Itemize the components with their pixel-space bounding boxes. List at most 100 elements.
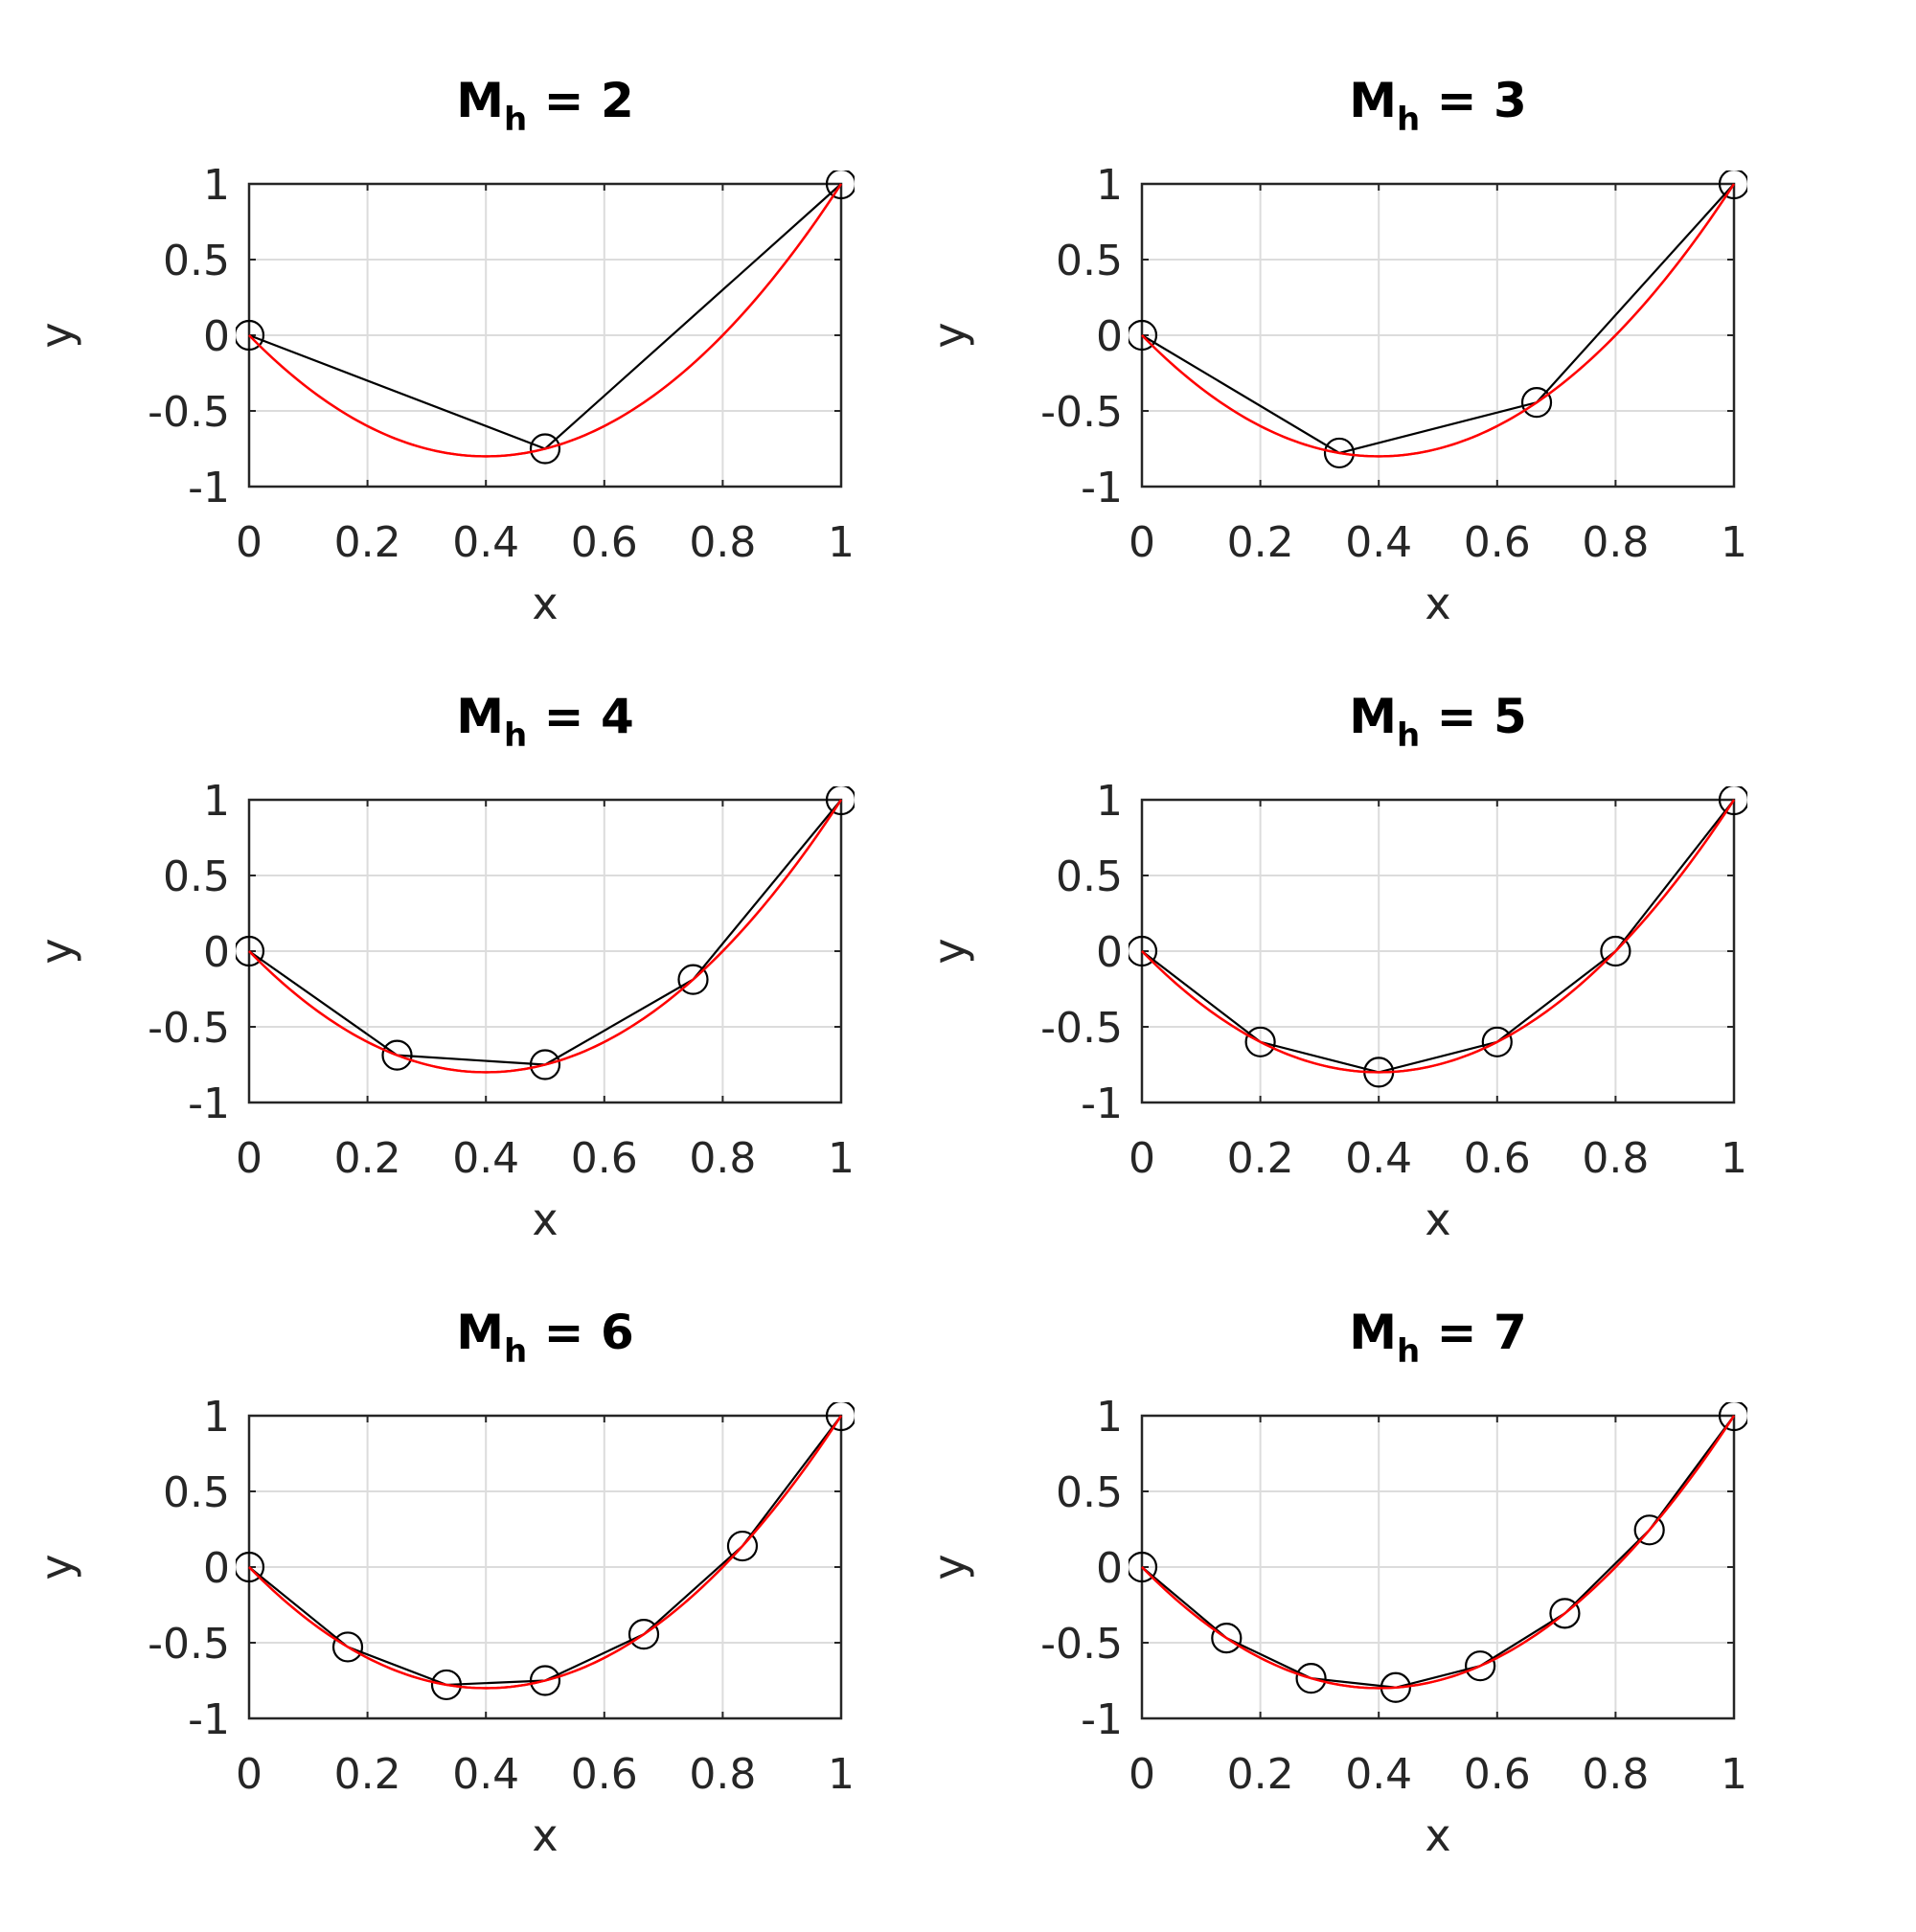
y-tick-label: 1: [203, 1393, 230, 1442]
exact-solution-curve-overlay: [1141, 799, 1736, 1074]
x-tick-label: 0.2: [1227, 1750, 1294, 1799]
subplot-1: 0 0.2 0.4 0.6 0.8 1 -1 -0.5 0 0.5 1 x y Mh = 2: [31, 73, 855, 629]
y-tick-label: 0: [1096, 312, 1123, 361]
x-tick-label: 0.8: [1582, 518, 1649, 567]
x-tick-label: 0.2: [1227, 518, 1294, 567]
y-tick-label: -0.5: [148, 1620, 230, 1669]
title-rest: = 7: [1420, 1305, 1527, 1360]
y-tick-label: 0: [203, 928, 230, 977]
x-tick-label: 1: [828, 1134, 855, 1183]
y-axis-label: y: [31, 1554, 82, 1580]
subplot-4: 0 0.2 0.4 0.6 0.8 1 -1 -0.5 0 0.5 1 x y Mh = 5: [924, 689, 1747, 1245]
approximation-point: [529, 433, 561, 465]
y-tick-label: 0: [1096, 1544, 1123, 1593]
y-tick-label: -0.5: [148, 388, 230, 437]
approximation-point: [1633, 1514, 1665, 1546]
approximation-point: [825, 786, 855, 816]
x-tick-label: 0.4: [1345, 1750, 1412, 1799]
title-rest: = 5: [1420, 689, 1527, 744]
title-rest: = 6: [527, 1305, 634, 1360]
approximation-point: [529, 1665, 561, 1696]
y-tick-label: -0.5: [1040, 1004, 1123, 1053]
y-tick-label: -0.5: [148, 1004, 230, 1053]
x-tick-label: 0.6: [1464, 1750, 1531, 1799]
x-axis-label: x: [1425, 1809, 1450, 1861]
approximation-point: [381, 1039, 413, 1071]
x-axis-label: x: [532, 1193, 558, 1245]
x-tick-label: 0.8: [689, 1750, 756, 1799]
y-tick-label: 0: [1096, 928, 1123, 977]
subplot-data: [236, 786, 855, 1080]
y-tick-label: 0.5: [1056, 1468, 1123, 1517]
y-axis-label: y: [924, 938, 975, 964]
title-subscript: h: [504, 101, 527, 139]
title-main: M: [456, 1305, 504, 1360]
approximation-point: [1465, 1650, 1496, 1682]
approximation-point: [236, 1551, 265, 1583]
y-tick-label: -0.5: [1040, 388, 1123, 437]
subplot-title: Mh = 3: [1349, 73, 1526, 139]
subplot-6: 0 0.2 0.4 0.6 0.8 1 -1 -0.5 0 0.5 1 x y Mh = 7: [924, 1305, 1747, 1861]
y-tick-label: 1: [203, 777, 230, 826]
x-tick-label: 0.2: [334, 1134, 401, 1183]
title-subscript: h: [1397, 716, 1420, 755]
subplot-title: Mh = 6: [456, 1305, 633, 1371]
y-tick-label: 1: [1096, 777, 1123, 826]
y-tick-label: 0.5: [1056, 237, 1123, 285]
title-main: M: [456, 73, 504, 128]
y-tick-label: 1: [203, 161, 230, 210]
x-tick-label: 0.2: [334, 518, 401, 567]
x-tick-label: 0.8: [1582, 1750, 1649, 1799]
subplot-title: Mh = 4: [456, 689, 633, 755]
approximation-point: [331, 1631, 364, 1663]
x-tick-label: 0: [236, 1750, 262, 1799]
subplot-data: [1129, 1402, 1747, 1703]
x-tick-label: 0.8: [689, 518, 756, 567]
y-tick-label: -1: [1081, 1695, 1123, 1744]
subplot-data: [236, 170, 855, 465]
y-axis-label: y: [924, 1554, 975, 1580]
approximation-point: [1520, 387, 1553, 419]
x-tick-label: 1: [1721, 1750, 1747, 1799]
y-tick-label: 0.5: [163, 1468, 230, 1517]
title-subscript: h: [504, 1332, 527, 1371]
x-tick-label: 0: [1129, 518, 1155, 567]
subplot-data: [1129, 786, 1747, 1088]
subplot-3: 0 0.2 0.4 0.6 0.8 1 -1 -0.5 0 0.5 1 x y Mh = 4: [31, 689, 855, 1245]
x-axis-label: x: [1425, 578, 1450, 629]
x-tick-label: 1: [1721, 1134, 1747, 1183]
approximation-point: [236, 319, 265, 352]
title-rest: = 2: [527, 73, 634, 128]
x-tick-label: 0.4: [452, 1134, 519, 1183]
x-axis-label: x: [532, 578, 558, 629]
y-tick-label: -1: [1081, 464, 1123, 512]
x-tick-label: 0.6: [571, 1134, 638, 1183]
x-tick-label: 0.6: [571, 518, 638, 567]
x-tick-label: 1: [828, 1750, 855, 1799]
y-tick-label: 0: [203, 1544, 230, 1593]
exact-solution-curve-overlay: [248, 1415, 843, 1690]
title-main: M: [1349, 689, 1397, 744]
title-subscript: h: [1397, 1332, 1420, 1371]
approximation-line: [1141, 1415, 1735, 1689]
subplot-title: Mh = 7: [1349, 1305, 1526, 1371]
y-tick-label: 0: [203, 312, 230, 361]
approximation-point: [1129, 319, 1158, 352]
x-tick-label: 0.6: [571, 1750, 638, 1799]
title-rest: = 4: [527, 689, 634, 744]
approximation-point: [1129, 1551, 1158, 1583]
approximation-point: [1481, 1026, 1513, 1057]
y-tick-label: -1: [188, 1080, 230, 1128]
approximation-line: [1141, 799, 1735, 1074]
approximation-point: [1295, 1663, 1327, 1694]
x-tick-label: 0.4: [1345, 518, 1412, 567]
y-tick-label: 1: [1096, 161, 1123, 210]
x-tick-label: 0.4: [452, 1750, 519, 1799]
exact-solution-curve-overlay: [1141, 183, 1736, 458]
y-tick-label: -1: [1081, 1080, 1123, 1128]
x-axis-label: x: [1425, 1193, 1450, 1245]
x-tick-label: 0: [236, 518, 262, 567]
subplot-5: 0 0.2 0.4 0.6 0.8 1 -1 -0.5 0 0.5 1 x y Mh = 6: [31, 1305, 855, 1861]
y-tick-label: -1: [188, 1695, 230, 1744]
